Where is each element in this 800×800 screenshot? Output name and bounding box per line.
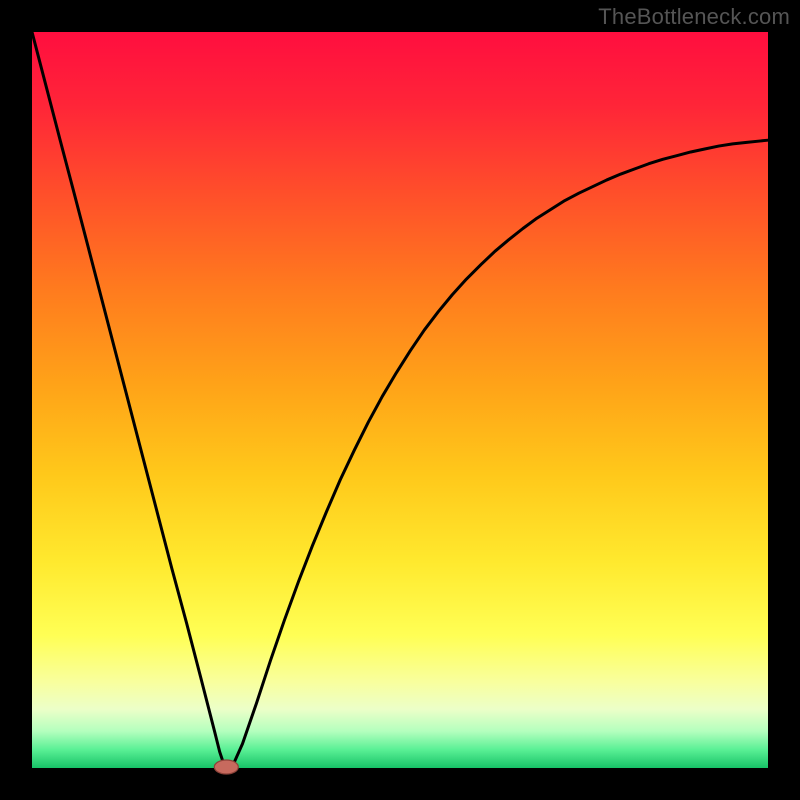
bottleneck-chart <box>0 0 800 800</box>
watermark-text: TheBottleneck.com <box>598 4 790 30</box>
chart-stage: TheBottleneck.com <box>0 0 800 800</box>
plot-background <box>32 32 768 768</box>
optimum-marker <box>214 760 238 774</box>
